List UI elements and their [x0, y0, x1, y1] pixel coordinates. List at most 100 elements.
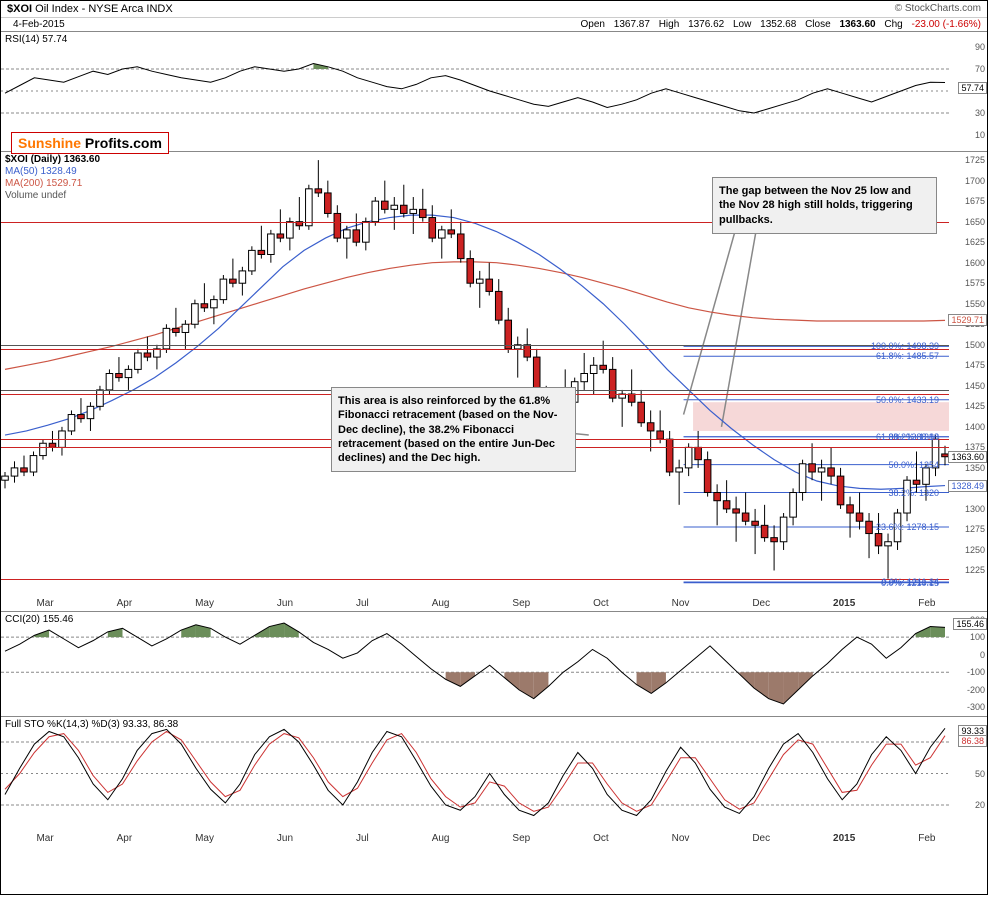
x-tick: Dec	[752, 833, 770, 844]
price-ytick: 1250	[965, 545, 985, 555]
cci-ytick: -100	[967, 667, 985, 677]
cci-ytick: 100	[970, 632, 985, 642]
sto-panel: Full STO %K(14,3) %D(3) 93.33, 86.38 805…	[1, 716, 987, 831]
fib-label: 50.0%: 1433.19	[876, 395, 939, 405]
sto-label: Full STO %K(14,3) %D(3) 93.33, 86.38	[5, 719, 178, 730]
x-tick: May	[195, 833, 214, 844]
date: 4-Feb-2015	[13, 19, 65, 30]
annotation-fib: This area is also reinforced by the 61.8…	[331, 387, 576, 472]
fib-label: 61.8%: 1485.57	[876, 351, 939, 361]
ma50-label: MA(50) 1328.49	[5, 166, 100, 178]
rsi-ytick: 30	[975, 108, 985, 118]
price-ytick: 1275	[965, 524, 985, 534]
x-tick: Aug	[432, 598, 450, 609]
price-ytick: 1500	[965, 340, 985, 350]
ma200-label: MA(200) 1529.71	[5, 178, 100, 190]
main-title: $XOI (Daily) 1363.60	[5, 154, 100, 166]
watermark-left: Sunshine	[18, 135, 81, 151]
cci-ytick: -300	[967, 702, 985, 712]
chart-header: $XOI Oil Index - NYSE Arca INDX © StockC…	[1, 1, 987, 18]
sto-ytick: 20	[975, 800, 985, 810]
x-tick: Jun	[277, 598, 293, 609]
level-line	[1, 345, 949, 346]
x-tick: May	[195, 598, 214, 609]
price-ytick: 1625	[965, 237, 985, 247]
low-label: Low	[733, 19, 751, 30]
sto-ytick: 50	[975, 769, 985, 779]
fib-label: 61.8%: 1388.10	[876, 432, 939, 442]
resistance-line	[1, 349, 949, 350]
sto-chart	[1, 717, 949, 830]
price-ytick: 1300	[965, 504, 985, 514]
price-ytick: 1450	[965, 381, 985, 391]
price-ytick: 1475	[965, 360, 985, 370]
annotation-gap: The gap between the Nov 25 low and the N…	[712, 177, 937, 234]
cci-label: CCI(20) 155.46	[5, 614, 73, 625]
close-tag: 1363.60	[948, 451, 987, 463]
x-tick: Oct	[593, 598, 609, 609]
high-value: 1376.62	[688, 19, 724, 30]
vol-label: Volume undef	[5, 190, 100, 202]
fib-label: 23.6%: 1278.15	[876, 522, 939, 532]
price-ytick: 1575	[965, 278, 985, 288]
price-ytick: 1600	[965, 258, 985, 268]
close-value: 1363.60	[839, 19, 875, 30]
price-ytick: 1225	[965, 565, 985, 575]
close-label: Close	[805, 19, 831, 30]
resistance-line	[1, 579, 949, 580]
cci-ytick: 0	[980, 650, 985, 660]
symbol: $XOI	[7, 3, 32, 15]
main-labels: $XOI (Daily) 1363.60 MA(50) 1328.49 MA(2…	[5, 154, 100, 202]
x-tick: Nov	[672, 833, 690, 844]
price-ytick: 1650	[965, 217, 985, 227]
x-tick: Feb	[918, 598, 935, 609]
cci-panel: CCI(20) 155.46 2001000-100-200-300 155.4…	[1, 611, 987, 716]
rsi-current-tag: 57.74	[958, 82, 987, 94]
x-tick: Sep	[512, 833, 530, 844]
x-axis-main: MarAprMayJunJulAugSepOctNovDec2015Feb	[1, 596, 987, 611]
ma200-tag: 1529.71	[948, 314, 987, 326]
cci-ytick: -200	[967, 685, 985, 695]
source-credit: © StockCharts.com	[895, 3, 981, 15]
sto-d-tag: 86.38	[958, 735, 987, 747]
open-label: Open	[581, 19, 605, 30]
high-label: High	[659, 19, 680, 30]
symbol-name: Oil Index - NYSE Arca INDX	[35, 3, 173, 15]
price-ytick: 1700	[965, 176, 985, 186]
rsi-ytick: 90	[975, 42, 985, 52]
x-tick: 2015	[833, 833, 855, 844]
x-tick: Mar	[36, 598, 53, 609]
fib-label: 0.0%: 1210.15	[881, 578, 939, 588]
price-ytick: 1425	[965, 401, 985, 411]
ma50-tag: 1328.49	[948, 480, 987, 492]
fib-label: 38.2%: 1320	[888, 488, 939, 498]
x-tick: Mar	[36, 833, 53, 844]
price-ytick: 1675	[965, 196, 985, 206]
rsi-ytick: 70	[975, 64, 985, 74]
rsi-label: RSI(14) 57.74	[5, 34, 67, 45]
x-tick: Aug	[432, 833, 450, 844]
ohlc-bar: 4-Feb-2015 Open 1367.87 High 1376.62 Low…	[1, 18, 987, 31]
watermark: Sunshine Profits.com	[11, 132, 169, 154]
x-axis-bottom: MarAprMayJunJulAugSepOctNovDec2015Feb	[1, 831, 987, 846]
fib-label: 100.0%: 1498.39	[871, 341, 939, 351]
x-tick: Oct	[593, 833, 609, 844]
cci-current-tag: 155.46	[953, 618, 987, 630]
price-ytick: 1350	[965, 463, 985, 473]
x-tick: Dec	[752, 598, 770, 609]
stock-chart: $XOI Oil Index - NYSE Arca INDX © StockC…	[0, 0, 988, 895]
watermark-right: Profits.com	[81, 135, 162, 151]
x-tick: Apr	[117, 833, 133, 844]
price-panel: $XOI (Daily) 1363.60 MA(50) 1328.49 MA(2…	[1, 151, 987, 596]
rsi-panel: RSI(14) 57.74 Sunshine Profits.com 90 70 5…	[1, 31, 987, 151]
x-tick: Sep	[512, 598, 530, 609]
x-tick: Jul	[356, 598, 369, 609]
x-tick: Apr	[117, 598, 133, 609]
chg-label: Chg	[884, 19, 902, 30]
fib-label: 50.0%: 1354	[888, 460, 939, 470]
x-tick: Jul	[356, 833, 369, 844]
price-ytick: 1550	[965, 299, 985, 309]
low-value: 1352.68	[760, 19, 796, 30]
cci-chart	[1, 612, 949, 715]
x-tick: 2015	[833, 598, 855, 609]
